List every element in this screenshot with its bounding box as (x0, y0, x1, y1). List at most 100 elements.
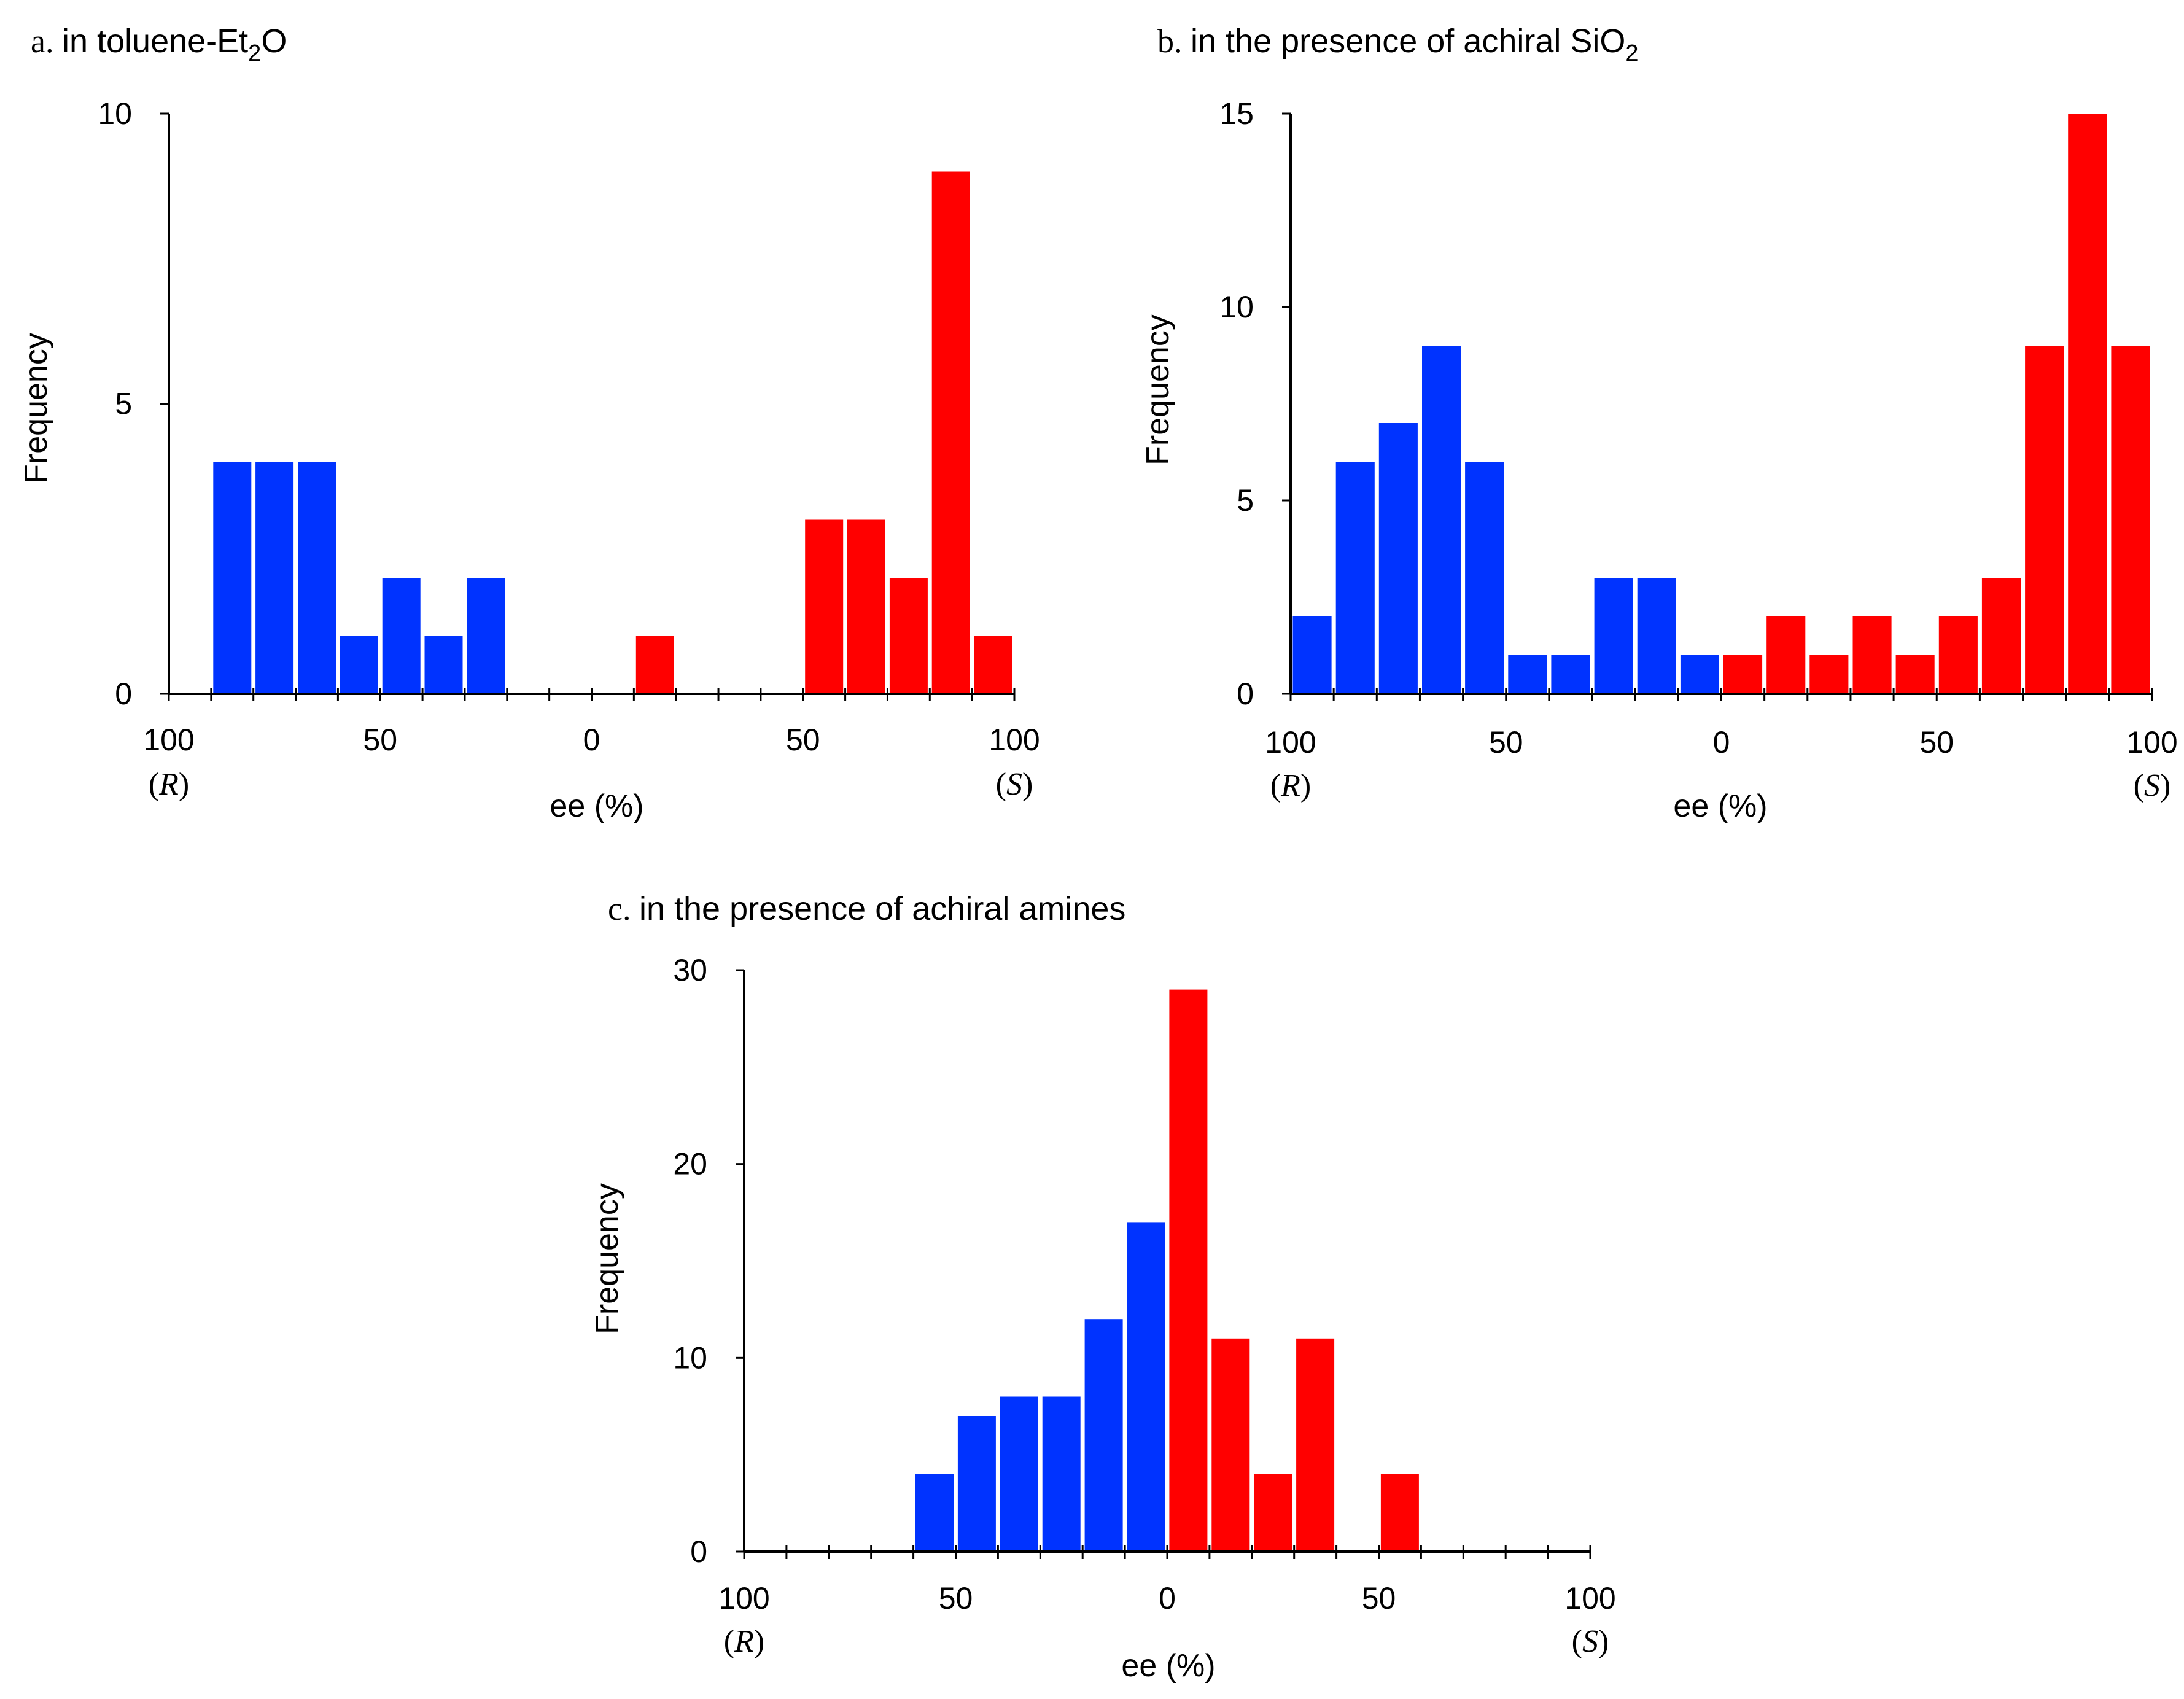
paren-open: ( (1572, 1624, 1582, 1659)
s-ee-bar (1723, 655, 1763, 694)
y-axis-label: Frequency (1140, 314, 1176, 465)
y-tick-label: 0 (115, 677, 132, 711)
y-tick-label: 10 (1219, 290, 1254, 324)
panel-letter: a (31, 23, 45, 60)
panel-letter: c (608, 890, 623, 927)
x-config-right-label: (S) (996, 767, 1033, 802)
r-ee-bar (1084, 1319, 1123, 1552)
s-ee-bar (889, 578, 928, 694)
paren-open: ( (1270, 768, 1281, 803)
x-tick-label: 50 (1919, 725, 1954, 760)
x-tick-label: 0 (1713, 725, 1730, 760)
y-axis-label: Frequency (18, 333, 54, 484)
panel-letter-dot: . (1174, 23, 1191, 60)
y-tick-label: 20 (673, 1147, 707, 1181)
r-ee-bar (255, 462, 294, 694)
config-letter: S (1582, 1624, 1598, 1659)
panel-letter-dot: . (623, 890, 639, 927)
x-tick-label: 50 (1489, 725, 1523, 760)
panel-title: a. in toluene-Et2O (31, 23, 287, 66)
panel-title: c. in the presence of achiral amines (608, 890, 1125, 927)
x-config-left-label: (R) (149, 767, 189, 802)
x-tick-label: 100 (143, 723, 194, 757)
r-ee-bar (957, 1416, 996, 1552)
x-config-right-label: (S) (2134, 768, 2171, 803)
panel-title-text: in toluene-Et (62, 23, 248, 60)
r-ee-bar (467, 578, 505, 694)
paren-open: ( (149, 767, 159, 802)
panel-title-subscript: 2 (248, 41, 261, 66)
y-tick-label: 5 (115, 387, 132, 421)
x-axis-label: ee (%) (1673, 788, 1767, 824)
y-tick-label: 30 (673, 953, 707, 987)
s-ee-bar (1766, 616, 1806, 694)
s-ee-bar (1169, 989, 1208, 1552)
x-config-left-label: (R) (724, 1624, 764, 1659)
r-ee-bar (213, 462, 252, 694)
s-ee-bar (1296, 1338, 1335, 1552)
s-ee-bar (1809, 655, 1849, 694)
s-ee-bar (1938, 616, 1978, 694)
y-tick-label: 15 (1219, 96, 1254, 131)
paren-close: ) (179, 767, 189, 802)
s-ee-bar (2025, 346, 2064, 694)
s-ee-bar (2068, 114, 2107, 694)
panel-title-suffix: O (261, 23, 287, 60)
r-ee-bar (382, 578, 421, 694)
x-tick-label: 100 (1564, 1581, 1615, 1615)
config-letter: S (1006, 767, 1022, 802)
s-ee-bar (931, 171, 970, 694)
x-tick-label: 100 (2126, 725, 2177, 760)
paren-open: ( (996, 767, 1006, 802)
r-ee-bar (424, 636, 463, 694)
r-ee-bar (340, 636, 378, 694)
x-tick-label: 100 (1265, 725, 1316, 760)
x-config-left-label: (R) (1270, 768, 1311, 803)
s-ee-bar (2111, 346, 2150, 694)
y-axis-label: Frequency (589, 1183, 625, 1334)
x-tick-label: 50 (363, 723, 397, 757)
paren-close: ) (1598, 1624, 1609, 1659)
x-tick-label: 100 (718, 1581, 769, 1615)
r-ee-bar (1508, 655, 1547, 694)
config-letter: S (2144, 768, 2160, 803)
x-axis-label: ee (%) (550, 788, 643, 824)
paren-close: ) (1300, 768, 1311, 803)
s-ee-bar (974, 636, 1012, 694)
config-letter: R (734, 1624, 754, 1659)
y-tick-label: 5 (1237, 483, 1254, 518)
r-ee-bar (1127, 1222, 1165, 1552)
panel-title: b. in the presence of achiral SiO2 (1157, 23, 1639, 66)
s-ee-bar (1254, 1474, 1292, 1552)
panel-letter-dot: . (45, 23, 62, 60)
s-ee-bar (1211, 1338, 1250, 1552)
x-config-right-label: (S) (1572, 1624, 1609, 1659)
r-ee-bar (1422, 346, 1461, 694)
config-letter: R (158, 767, 179, 802)
x-tick-label: 50 (939, 1581, 973, 1615)
paren-close: ) (754, 1624, 764, 1659)
panel-letter: b (1157, 23, 1174, 60)
y-tick-label: 10 (673, 1340, 707, 1375)
r-ee-bar (915, 1474, 954, 1552)
x-tick-label: 50 (786, 723, 820, 757)
panel-title-text: in the presence of achiral amines (639, 890, 1125, 927)
r-ee-bar (1465, 462, 1504, 694)
panel-title-subscript: 2 (1625, 41, 1638, 66)
x-axis-label: ee (%) (1121, 1648, 1215, 1684)
paren-open: ( (724, 1624, 734, 1659)
s-ee-bar (635, 636, 674, 694)
paren-open: ( (2134, 768, 2144, 803)
x-tick-label: 100 (989, 723, 1040, 757)
config-letter: R (1280, 768, 1300, 803)
r-ee-bar (1594, 578, 1633, 694)
r-ee-bar (1335, 462, 1375, 694)
s-ee-bar (1981, 578, 2021, 694)
s-ee-bar (847, 519, 885, 694)
r-ee-bar (1378, 423, 1418, 694)
r-ee-bar (1551, 655, 1590, 694)
y-tick-label: 0 (690, 1534, 707, 1569)
r-ee-bar (1637, 578, 1676, 694)
